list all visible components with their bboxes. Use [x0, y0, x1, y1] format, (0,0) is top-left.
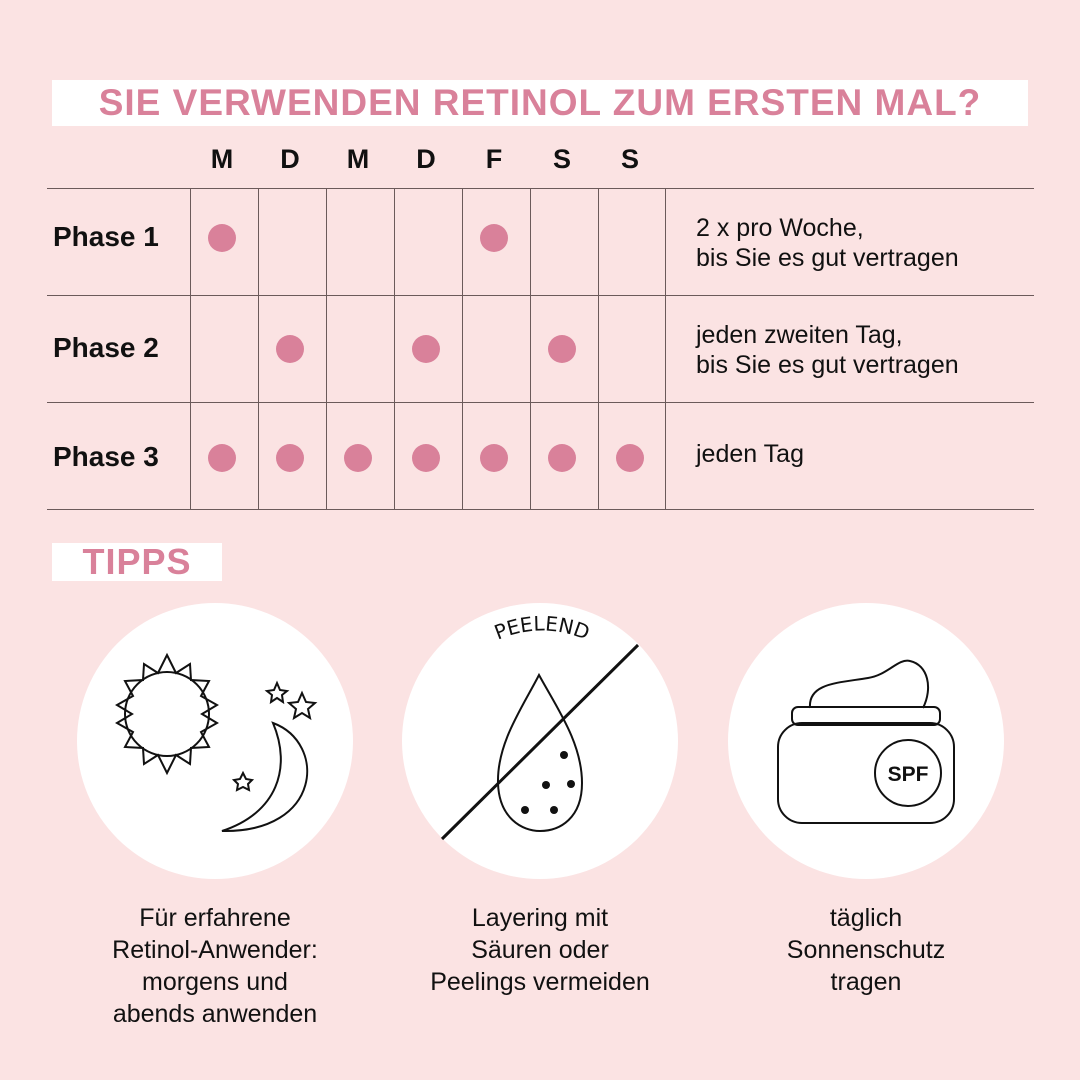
schedule-dot: [480, 224, 508, 252]
column-divider: [326, 188, 327, 509]
column-divider: [258, 188, 259, 509]
note-line: 2 x pro Woche,: [696, 214, 864, 242]
page-title: SIE VERWENDEN RETINOL ZUM ERSTEN MAL?: [52, 80, 1028, 126]
peelend-label: PEELEND: [491, 611, 593, 644]
note-line: bis Sie es gut vertragen: [696, 351, 959, 379]
caption-line: Peelings vermeiden: [430, 968, 650, 996]
day-header: D: [280, 144, 300, 174]
schedule-dot: [412, 335, 440, 363]
row-divider: [47, 188, 1034, 189]
sun-moon-icon: [115, 652, 318, 833]
note-line: jeden zweiten Tag,: [696, 321, 903, 349]
caption-line: morgens und: [142, 968, 288, 996]
column-divider: [462, 188, 463, 509]
column-divider: [394, 188, 395, 509]
day-header: D: [416, 144, 436, 174]
day-header: S: [620, 144, 639, 174]
caption-line: abends anwenden: [112, 1000, 318, 1028]
caption-line: tragen: [830, 968, 902, 996]
day-header: S: [552, 144, 571, 174]
phase-note: jeden zweiten Tag, bis Sie es gut vertrag…: [696, 320, 959, 380]
column-divider: [530, 188, 531, 509]
tip-circle-2: PEELEND: [402, 603, 678, 879]
tips-heading: TIPPS: [52, 543, 222, 581]
day-header: M: [346, 144, 370, 174]
day-header: M: [210, 144, 234, 174]
column-divider: [598, 188, 599, 509]
phase-note: 2 x pro Woche, bis Sie es gut vertragen: [696, 213, 959, 273]
tip-caption: Layering mit Säuren oder Peelings vermeide…: [380, 902, 700, 998]
no-peeling-drop-icon: PEELEND: [440, 611, 640, 841]
tip-caption: täglich Sonnenschutz tragen: [706, 902, 1026, 998]
tip-circle-1: [77, 603, 353, 879]
phase-note: jeden Tag: [696, 439, 804, 469]
schedule-dot: [208, 224, 236, 252]
caption-line: täglich: [829, 904, 903, 932]
schedule-dot: [276, 335, 304, 363]
row-divider: [47, 509, 1034, 510]
tip-circle-3: SPF: [728, 603, 1004, 879]
schedule-dot: [208, 444, 236, 472]
schedule-dot: [548, 335, 576, 363]
row-divider: [47, 402, 1034, 403]
caption-line: Für erfahrene: [139, 904, 291, 932]
caption-line: Sonnenschutz: [786, 936, 946, 964]
spf-label: SPF: [888, 763, 929, 786]
spf-cream-jar-icon: SPF: [777, 659, 955, 824]
caption-line: Retinol-Anwender:: [112, 936, 318, 964]
schedule-dot: [480, 444, 508, 472]
column-divider: [190, 188, 191, 509]
schedule-dot: [344, 444, 372, 472]
phase-label: Phase 1: [53, 221, 159, 252]
day-header: F: [485, 144, 503, 174]
schedule-dot: [276, 444, 304, 472]
tip-caption: Für erfahrene Retinol-Anwender: morgens un…: [55, 902, 375, 1030]
schedule-dot: [548, 444, 576, 472]
phase-label: Phase 2: [53, 332, 159, 363]
schedule-dot: [412, 444, 440, 472]
schedule-dot: [616, 444, 644, 472]
column-divider: [665, 188, 666, 509]
phase-label: Phase 3: [53, 441, 159, 472]
caption-line: Säuren oder: [471, 936, 609, 964]
caption-line: Layering mit: [471, 904, 609, 932]
svg-text:PEELEND: PEELEND: [491, 611, 593, 644]
note-line: bis Sie es gut vertragen: [696, 244, 959, 272]
note-line: jeden Tag: [696, 440, 804, 468]
row-divider: [47, 295, 1034, 296]
